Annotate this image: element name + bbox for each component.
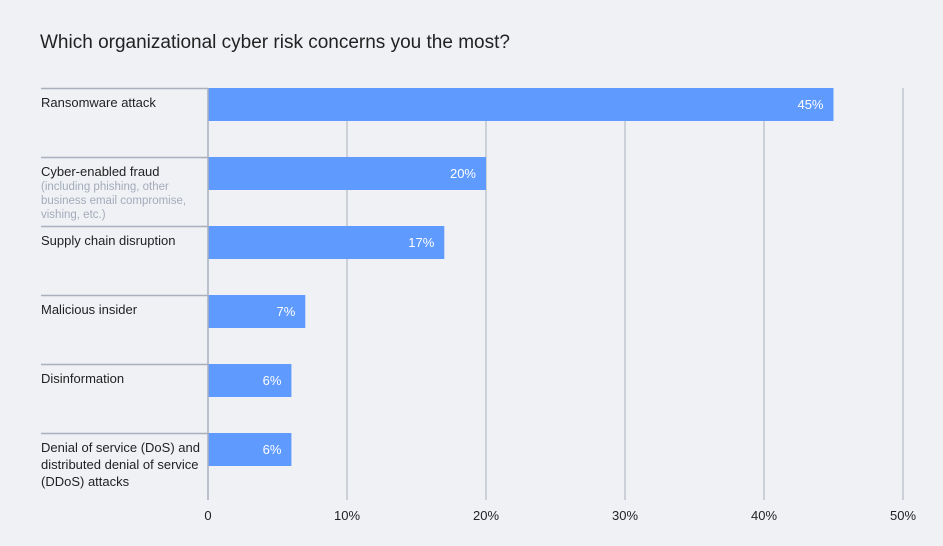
x-tick-label: 20%: [473, 508, 499, 523]
x-tick-label: 50%: [890, 508, 916, 523]
data-label: 6%: [263, 442, 282, 457]
x-tick-label: 10%: [334, 508, 360, 523]
category-label: Supply chain disruption: [41, 232, 201, 249]
x-tick-label: 0: [204, 508, 211, 523]
x-tick-label: 40%: [751, 508, 777, 523]
data-label: 20%: [450, 166, 476, 181]
data-label: 17%: [408, 235, 434, 250]
bar: [208, 433, 292, 466]
category-name: Malicious insider: [41, 302, 138, 317]
data-label: 45%: [797, 97, 823, 112]
category-label: Disinformation: [41, 370, 201, 387]
bar: [208, 88, 834, 121]
category-name: Ransomware attack: [41, 95, 156, 110]
bar: [208, 364, 292, 397]
data-label: 6%: [263, 373, 282, 388]
category-label: Cyber-enabled fraud (including phishing, …: [41, 163, 201, 222]
category-name: Supply chain disruption: [41, 233, 176, 248]
data-label: 7%: [277, 304, 296, 319]
bar: [208, 295, 306, 328]
category-name: Cyber-enabled fraud: [41, 164, 160, 179]
category-name: Denial of service (DoS) and distributed …: [41, 440, 200, 489]
x-tick-label: 30%: [612, 508, 638, 523]
category-label: Ransomware attack: [41, 94, 201, 111]
category-label: Malicious insider: [41, 301, 201, 318]
bar: [208, 157, 486, 190]
category-name: Disinformation: [41, 371, 125, 386]
bar: [208, 226, 445, 259]
category-note: (including phishing, other business emai…: [41, 181, 187, 221]
category-label: Denial of service (DoS) and distributed …: [41, 439, 201, 490]
chart-title: Which organizational cyber risk concerns…: [40, 32, 510, 53]
